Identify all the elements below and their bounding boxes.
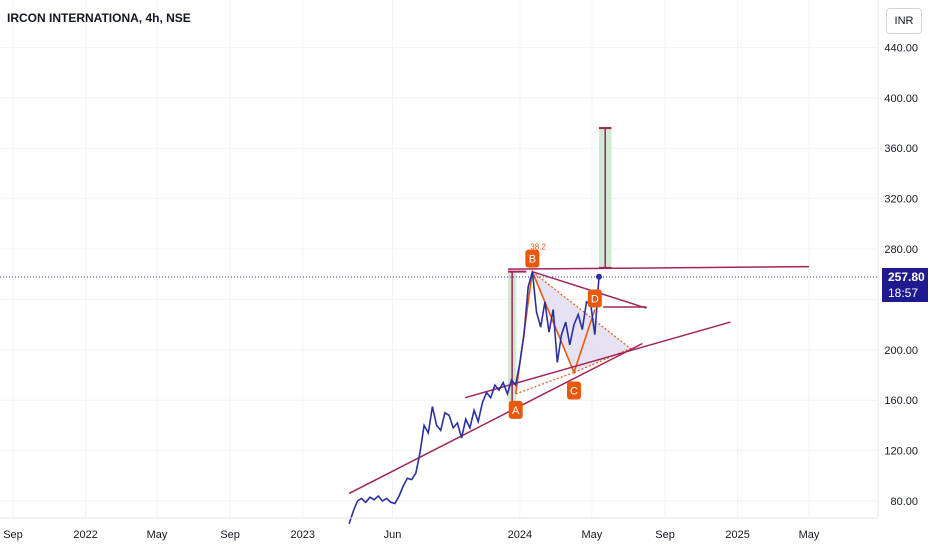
pattern-label-text: D <box>591 293 599 305</box>
symbol-title[interactable]: IRCON INTERNATIONA, 4h, NSE <box>7 11 191 25</box>
price-axis: 80.00 120.00 160.00 200.00 280.00 320.00 360.0… <box>884 42 918 508</box>
last-price-tag: 257.80 18:57 <box>882 268 928 302</box>
x-tick-label: Sep <box>220 529 240 541</box>
y-tick-label: 80.00 <box>890 496 918 508</box>
pattern-label-text: B <box>529 254 536 266</box>
bar-countdown: 18:57 <box>888 286 919 300</box>
pattern-label-bg <box>508 400 523 419</box>
pattern-label-A: A <box>508 400 523 419</box>
x-tick-label: May <box>147 529 168 541</box>
triangle-dotted <box>531 271 632 374</box>
y-tick-label: 320.00 <box>884 194 918 206</box>
pattern-labels: A B C D 38.2 <box>508 243 602 419</box>
pattern-label-text: A <box>512 405 520 417</box>
x-tick-label: May <box>581 529 602 541</box>
pattern-label-D: D <box>587 289 602 308</box>
pattern-label-text: C <box>570 385 578 397</box>
y-tick-label: 160.00 <box>884 395 918 407</box>
y-tick-label: 120.00 <box>884 446 918 458</box>
pattern-label-C: C <box>567 381 582 400</box>
x-tick-label: 2023 <box>290 529 314 541</box>
x-tick-label: 2022 <box>73 529 97 541</box>
x-tick-label: May <box>799 529 820 541</box>
y-tick-label: 280.00 <box>884 244 918 256</box>
resistance-line <box>507 265 810 270</box>
pattern-label-bg <box>587 289 602 308</box>
x-tick-label: 2025 <box>725 529 749 541</box>
x-tick-label: Sep <box>655 529 675 541</box>
pattern-label-B: B <box>525 249 540 268</box>
y-tick-label: 360.00 <box>884 143 918 155</box>
y-tick-label: 400.00 <box>884 93 918 105</box>
last-price-dot <box>595 273 602 280</box>
last-price-value: 257.80 <box>888 270 925 284</box>
chart-drawings <box>348 127 810 495</box>
time-axis: Sep 2022 May Sep 2023 Jun 2024 May Sep 2025 May <box>3 529 820 541</box>
triangle-fill <box>532 271 631 373</box>
chart-grid <box>0 0 878 518</box>
x-tick-label: 2024 <box>508 529 532 541</box>
y-tick-label: 440.00 <box>884 42 918 54</box>
pattern-label-bg <box>567 381 582 400</box>
rising-support-line <box>348 342 643 495</box>
y-tick-label: 200.00 <box>884 345 918 357</box>
fib-ratio-label: 38.2 <box>530 243 546 252</box>
x-tick-label: Jun <box>384 529 402 541</box>
currency-button[interactable]: INR <box>886 8 922 34</box>
x-tick-label: Sep <box>3 529 23 541</box>
price-series-line <box>348 271 600 524</box>
pattern-label-bg <box>525 249 540 268</box>
